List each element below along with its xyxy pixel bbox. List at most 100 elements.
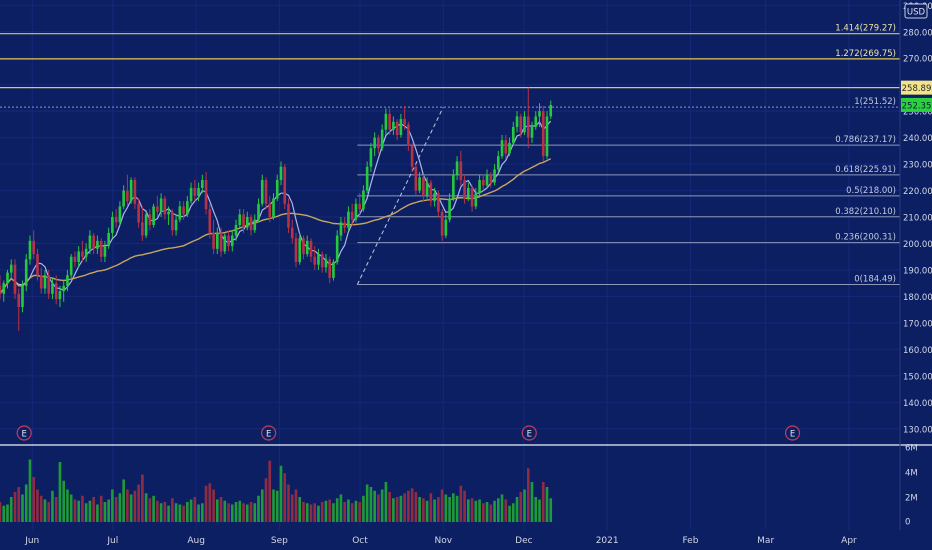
candle-body[interactable] (163, 198, 167, 215)
candle-body[interactable] (118, 206, 122, 223)
candle-body[interactable] (339, 222, 343, 236)
candle-body[interactable] (111, 217, 114, 233)
candle-body[interactable] (290, 227, 294, 239)
candle-body[interactable] (260, 179, 264, 204)
candle-body[interactable] (186, 201, 189, 215)
candle-body[interactable] (208, 209, 212, 233)
candle-body[interactable] (275, 179, 279, 199)
candle-body[interactable] (440, 211, 444, 236)
candle-body[interactable] (511, 127, 515, 143)
candle-body[interactable] (215, 232, 219, 249)
candle-body[interactable] (478, 179, 481, 194)
candle-body[interactable] (283, 166, 287, 204)
candle-body[interactable] (174, 219, 178, 231)
candle-body[interactable] (392, 121, 395, 130)
candle-body[interactable] (245, 217, 249, 228)
candle-body[interactable] (485, 174, 489, 186)
candle-body[interactable] (519, 116, 523, 133)
candle-body[interactable] (380, 129, 384, 149)
candle-body[interactable] (489, 174, 493, 183)
candle-body[interactable] (129, 179, 133, 202)
candle-body[interactable] (223, 235, 227, 252)
candle-body[interactable] (204, 179, 208, 210)
candle-body[interactable] (384, 113, 388, 130)
candle-body[interactable] (433, 193, 436, 202)
candle-body[interactable] (227, 235, 230, 247)
candle-body[interactable] (39, 275, 43, 289)
earnings-marker[interactable] (261, 425, 277, 441)
candle-body[interactable] (189, 187, 193, 202)
candle-body[interactable] (219, 232, 223, 252)
candle-body[interactable] (279, 166, 283, 180)
candle-body[interactable] (523, 116, 526, 133)
candle-body[interactable] (264, 179, 268, 204)
candle-body[interactable] (152, 206, 155, 225)
candle-body[interactable] (21, 285, 24, 308)
candle-body[interactable] (81, 251, 84, 257)
candle-body[interactable] (77, 251, 80, 263)
candle-body[interactable] (343, 222, 346, 228)
candle-body[interactable] (328, 259, 332, 278)
candle-body[interactable] (9, 264, 13, 273)
candle-body[interactable] (201, 179, 204, 188)
candle-body[interactable] (538, 111, 541, 117)
candle-body[interactable] (24, 259, 28, 286)
candle-body[interactable] (6, 272, 9, 284)
candle-body[interactable] (448, 198, 451, 220)
candle-body[interactable] (148, 214, 152, 225)
candle-body[interactable] (320, 254, 324, 268)
candle-body[interactable] (388, 113, 391, 130)
candle-body[interactable] (84, 248, 88, 257)
candle-body[interactable] (141, 222, 144, 236)
candle-body[interactable] (114, 217, 118, 223)
candle-body[interactable] (193, 187, 197, 196)
candle-body[interactable] (500, 140, 504, 157)
candle-body[interactable] (298, 238, 302, 263)
candle-body[interactable] (197, 187, 200, 196)
candle-body[interactable] (377, 137, 380, 149)
candle-body[interactable] (493, 169, 496, 183)
candle-body[interactable] (530, 127, 534, 138)
candle-body[interactable] (126, 190, 129, 202)
candle-body[interactable] (429, 182, 433, 202)
candle-body[interactable] (549, 104, 553, 117)
candle-body[interactable] (373, 137, 376, 149)
candle-body[interactable] (171, 211, 174, 231)
candle-body[interactable] (253, 219, 257, 231)
candle-body[interactable] (452, 174, 455, 199)
candle-body[interactable] (58, 291, 62, 300)
candle-body[interactable] (324, 259, 328, 268)
candle-body[interactable] (425, 182, 429, 196)
currency-badge[interactable]: USD (904, 3, 928, 19)
candle-body[interactable] (36, 254, 39, 276)
candle-body[interactable] (305, 240, 309, 255)
candle-body[interactable] (51, 283, 54, 294)
earnings-marker[interactable] (521, 425, 537, 441)
candle-body[interactable] (369, 148, 373, 167)
candle-body[interactable] (43, 275, 47, 289)
candle-body[interactable] (272, 198, 275, 218)
candle-body[interactable] (107, 232, 110, 247)
candle-body[interactable] (534, 116, 538, 128)
candle-body[interactable] (332, 262, 335, 278)
candle-body[interactable] (354, 203, 358, 220)
candle-body[interactable] (496, 156, 500, 170)
candle-body[interactable] (418, 177, 421, 191)
candle-body[interactable] (410, 145, 414, 167)
candle-body[interactable] (103, 246, 107, 257)
candle-body[interactable] (350, 211, 354, 220)
candle-body[interactable] (0, 285, 2, 294)
candle-body[interactable] (362, 190, 365, 210)
candle-body[interactable] (309, 240, 313, 257)
candle-body[interactable] (54, 283, 58, 300)
candle-body[interactable] (62, 285, 66, 292)
candle-body[interactable] (526, 116, 530, 138)
candle-body[interactable] (481, 179, 485, 186)
candle-body[interactable] (144, 214, 148, 236)
candle-body[interactable] (47, 275, 51, 294)
candle-body[interactable] (407, 124, 410, 146)
candle-body[interactable] (242, 214, 245, 228)
candle-body[interactable] (182, 206, 185, 215)
